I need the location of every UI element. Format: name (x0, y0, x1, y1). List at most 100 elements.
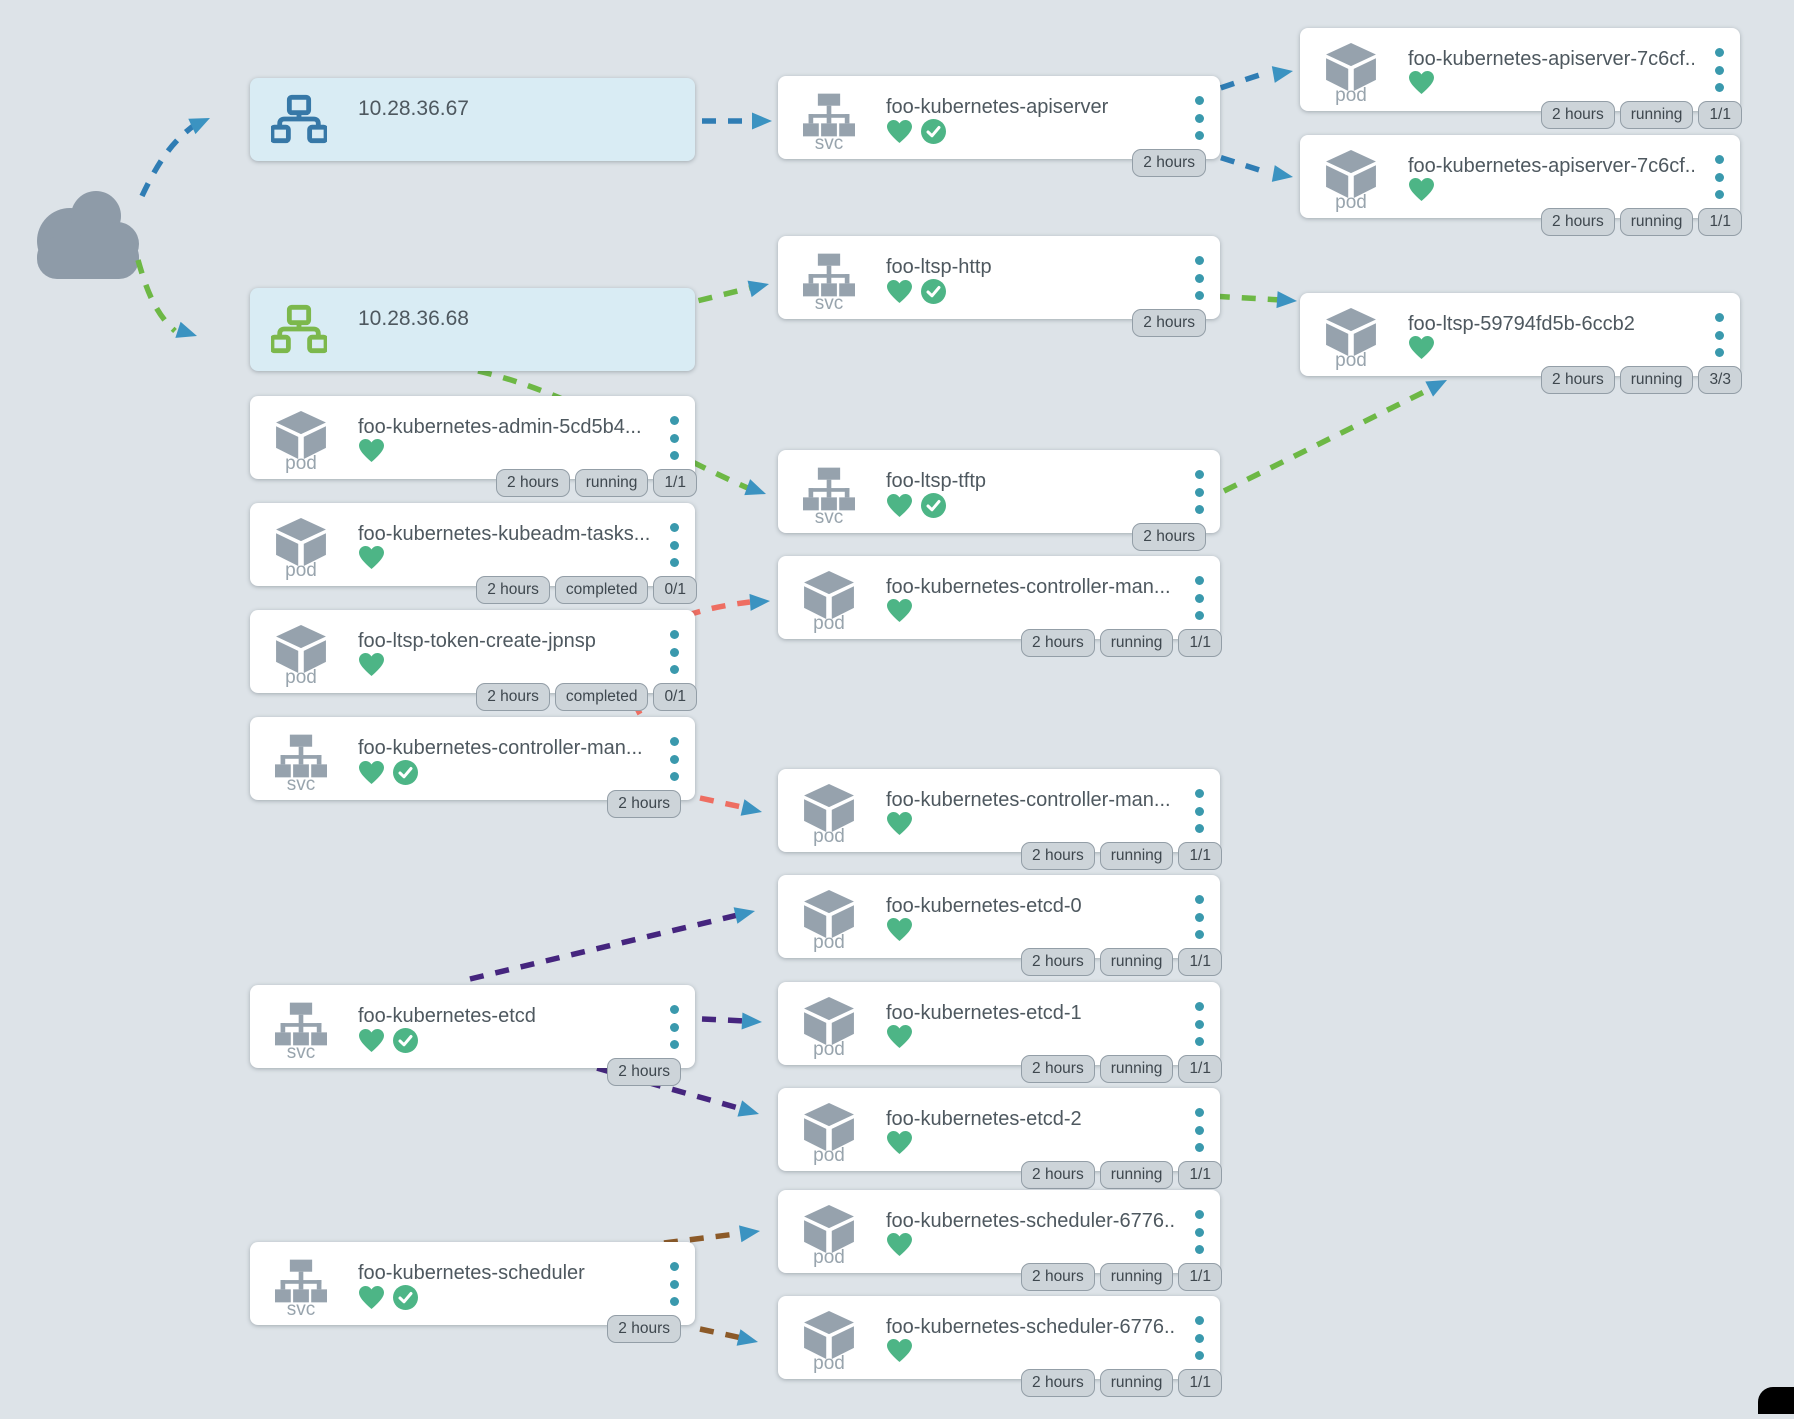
pod-cube-icon (276, 411, 326, 459)
node-title: foo-kubernetes-controller-man... (886, 789, 1171, 811)
node-pod-etcd-0[interactable]: pod foo-kubernetes-etcd-0 2 hours running 1… (778, 875, 1222, 976)
status-row (886, 1232, 913, 1257)
health-heart-icon (887, 280, 912, 303)
node-pod-scheduler-2[interactable]: pod foo-kubernetes-scheduler-6776... 2 ho… (778, 1296, 1222, 1397)
node-title: foo-kubernetes-controller-man... (358, 737, 643, 759)
pod-cube-icon (1326, 150, 1376, 198)
status-row (358, 652, 385, 677)
node-title: foo-kubernetes-kubeadm-tasks... (358, 523, 649, 545)
service-icon (803, 467, 855, 511)
status-badge: 3/3 (1698, 366, 1742, 394)
node-kind-label: pod (1335, 192, 1367, 213)
status-badge: 1/1 (1178, 948, 1222, 976)
node-menu-button[interactable] (1708, 313, 1730, 357)
ready-check-icon (921, 119, 946, 144)
node-menu-button[interactable] (1188, 470, 1210, 514)
network-host-icon (271, 304, 327, 354)
badge-row: 2 hours running 1/1 (1021, 1161, 1222, 1189)
status-row (358, 759, 419, 786)
screen-corner-artifact (1758, 1387, 1794, 1414)
internet-cloud[interactable] (37, 191, 139, 279)
pod-cube-icon (804, 1103, 854, 1151)
pod-cube-icon (804, 1311, 854, 1359)
node-title: foo-ltsp-token-create-jpnsp (358, 630, 596, 652)
node-svc-scheduler[interactable]: svc foo-kubernetes-scheduler 2 hours (250, 1242, 695, 1343)
badge-row: 2 hours running 1/1 (1021, 629, 1222, 657)
node-menu-button[interactable] (1188, 895, 1210, 939)
service-icon (803, 93, 855, 137)
node-menu-button[interactable] (1708, 155, 1730, 199)
node-kind-label: pod (1335, 350, 1367, 371)
status-row (358, 438, 385, 463)
status-badge: running (1619, 101, 1694, 129)
badge-row: 2 hours running 1/1 (1541, 208, 1742, 236)
status-badge: 1/1 (1178, 629, 1222, 657)
node-pod-controller-manager-1[interactable]: pod foo-kubernetes-controller-man... 2 ho… (778, 556, 1222, 657)
status-badge: 1/1 (1178, 1161, 1222, 1189)
health-heart-icon (359, 653, 384, 676)
node-kind-label: pod (813, 1039, 845, 1060)
status-row (886, 118, 947, 145)
status-row (886, 492, 947, 519)
node-pod-etcd-1[interactable]: pod foo-kubernetes-etcd-1 2 hours running 1… (778, 982, 1222, 1083)
node-menu-button[interactable] (663, 1005, 685, 1049)
node-svc-controller-manager[interactable]: svc foo-kubernetes-controller-man... 2 ho… (250, 717, 695, 818)
node-menu-button[interactable] (1188, 1108, 1210, 1152)
status-row (886, 1130, 913, 1155)
badge-row: 2 hours (607, 1315, 681, 1343)
node-pod-apiserver-2[interactable]: pod foo-kubernetes-apiserver-7c6cf... 2 h… (1300, 135, 1742, 236)
edge-host-10-28-36-68--svc-ltsp-http (647, 280, 769, 316)
status-badge: running (1099, 629, 1174, 657)
status-badge: 2 hours (1541, 366, 1615, 394)
node-pod-etcd-2[interactable]: pod foo-kubernetes-etcd-2 2 hours running 1… (778, 1088, 1222, 1189)
node-title: foo-ltsp-http (886, 256, 992, 278)
node-pod-kubeadm-tasks[interactable]: pod foo-kubernetes-kubeadm-tasks... 2 hou… (250, 503, 697, 604)
status-row (886, 811, 913, 836)
badge-row: 2 hours (1132, 149, 1206, 177)
node-menu-button[interactable] (1708, 48, 1730, 92)
health-heart-icon (887, 599, 912, 622)
node-menu-button[interactable] (1188, 789, 1210, 833)
badge-row: 2 hours (1132, 309, 1206, 337)
service-icon (275, 1002, 327, 1046)
pod-cube-icon (1326, 308, 1376, 356)
node-pod-scheduler-1[interactable]: pod foo-kubernetes-scheduler-6776... 2 ho… (778, 1190, 1222, 1291)
node-svc-etcd[interactable]: svc foo-kubernetes-etcd 2 hours (250, 985, 695, 1086)
node-title: foo-kubernetes-scheduler-6776... (886, 1316, 1174, 1338)
status-badge: 1/1 (1178, 1263, 1222, 1291)
node-pod-ltsp-token-create[interactable]: pod foo-ltsp-token-create-jpnsp 2 hours co… (250, 610, 697, 711)
node-menu-button[interactable] (663, 416, 685, 460)
node-kind-label: pod (813, 932, 845, 953)
node-pod-ltsp[interactable]: pod foo-ltsp-59794fd5b-6ccb2 2 hours runni… (1300, 293, 1742, 394)
node-menu-button[interactable] (663, 737, 685, 781)
node-svc-apiserver[interactable]: svc foo-kubernetes-apiserver 2 hours (778, 76, 1220, 177)
node-host-10-28-36-68[interactable]: 10.28.36.68 (250, 288, 695, 371)
health-heart-icon (359, 439, 384, 462)
node-menu-button[interactable] (1188, 1316, 1210, 1360)
status-badge: 2 hours (1541, 101, 1615, 129)
node-pod-admin[interactable]: pod foo-kubernetes-admin-5cd5b4... 2 hour… (250, 396, 697, 497)
node-menu-button[interactable] (1188, 96, 1210, 140)
node-svc-ltsp-http[interactable]: svc foo-ltsp-http 2 hours (778, 236, 1220, 337)
node-menu-button[interactable] (1188, 576, 1210, 620)
badge-row: 2 hours running 1/1 (1021, 842, 1222, 870)
health-heart-icon (887, 1339, 912, 1362)
node-pod-apiserver-1[interactable]: pod foo-kubernetes-apiserver-7c6cf... 2 h… (1300, 28, 1742, 129)
node-menu-button[interactable] (1188, 1002, 1210, 1046)
node-title: foo-kubernetes-apiserver-7c6cf... (1408, 48, 1694, 70)
node-menu-button[interactable] (663, 523, 685, 567)
node-menu-button[interactable] (663, 1262, 685, 1306)
status-badge: 0/1 (653, 683, 697, 711)
node-pod-controller-manager-2[interactable]: pod foo-kubernetes-controller-man... 2 ho… (778, 769, 1222, 870)
status-badge: running (1099, 948, 1174, 976)
status-badge: 2 hours (1132, 149, 1206, 177)
node-menu-button[interactable] (663, 630, 685, 674)
node-svc-ltsp-tftp[interactable]: svc foo-ltsp-tftp 2 hours (778, 450, 1220, 551)
node-title: foo-kubernetes-etcd-0 (886, 895, 1082, 917)
node-menu-button[interactable] (1188, 256, 1210, 300)
status-row (886, 1338, 913, 1363)
node-host-10-28-36-67[interactable]: 10.28.36.67 (250, 78, 695, 161)
node-menu-button[interactable] (1188, 1210, 1210, 1254)
node-title: foo-kubernetes-admin-5cd5b4... (358, 416, 642, 438)
